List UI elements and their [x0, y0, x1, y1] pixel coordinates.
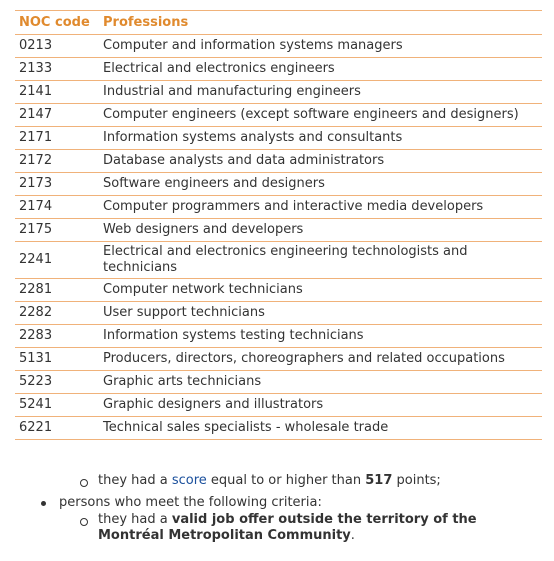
profession: Producers, directors, choreographers and…: [99, 347, 542, 371]
profession: Information systems analysts and consult…: [99, 126, 542, 150]
bold-text: valid job offer outside the territory of…: [98, 512, 477, 543]
noc-code: 5223: [15, 370, 99, 394]
profession: Web designers and developers: [99, 218, 542, 242]
list-item: persons who meet the following criteria:: [41, 495, 541, 511]
profession: Database analysts and data administrator…: [99, 149, 542, 173]
noc-code: 2172: [15, 149, 99, 173]
text: they had a: [98, 473, 172, 488]
header-cell: Professions: [99, 10, 542, 35]
table-row: 2241 Electrical and electronics engineeri…: [15, 241, 542, 279]
noc-code: 2171: [15, 126, 99, 150]
noc-code: 6221: [15, 416, 99, 440]
noc-code: 2141: [15, 80, 99, 104]
table-row: 2174 Computer programmers and interactive…: [15, 195, 542, 219]
table-row: 2281 Computer network technicians: [15, 278, 542, 302]
bold-text: 517: [365, 473, 393, 488]
noc-code: 2282: [15, 301, 99, 325]
table-row: 2141 Industrial and manufacturing enginee…: [15, 80, 542, 104]
table-row: 2172 Database analysts and data administr…: [15, 149, 542, 173]
sub-list: they had a score equal to or higher than…: [80, 473, 540, 489]
profession: Technical sales specialists - wholesale …: [99, 416, 542, 440]
text: persons who meet the following criteria:: [59, 495, 322, 510]
profession: Computer network technicians: [99, 278, 542, 302]
noc-code: 2175: [15, 218, 99, 242]
noc-code: 5131: [15, 347, 99, 371]
table-row: 2147 Computer engineers (except software …: [15, 103, 542, 127]
table-row: 5131 Producers, directors, choreographers…: [15, 347, 542, 371]
table-row: 0213 Computer and information systems man…: [15, 34, 542, 58]
text: they had a: [98, 512, 172, 527]
noc-code: 2174: [15, 195, 99, 219]
profession: Computer engineers (except software engi…: [99, 103, 542, 127]
noc-code: 2147: [15, 103, 99, 127]
noc-code: 5241: [15, 393, 99, 417]
noc-code: 2133: [15, 57, 99, 81]
profession: Software engineers and designers: [99, 172, 542, 196]
noc-table: NOC code Professions 0213 Computer and in…: [15, 10, 542, 440]
profession: Electrical and electronics engineers: [99, 57, 542, 81]
header-row: NOC code Professions: [15, 10, 542, 35]
text: .: [350, 528, 355, 543]
noc-code: 2173: [15, 172, 99, 196]
noc-code: 2283: [15, 324, 99, 348]
text: equal to or higher than: [206, 473, 366, 488]
text: points;: [392, 473, 441, 488]
table-row: 2133 Electrical and electronics engineers: [15, 57, 542, 81]
profession: Graphic arts technicians: [99, 370, 542, 394]
table-row: 6221 Technical sales specialists - wholes…: [15, 416, 542, 440]
table-row: 2171 Information systems analysts and con…: [15, 126, 542, 150]
profession: Industrial and manufacturing engineers: [99, 80, 542, 104]
profession: Information systems testing technicians: [99, 324, 542, 348]
list-item: they had a score equal to or higher than…: [80, 473, 540, 489]
link[interactable]: score: [171, 473, 207, 488]
profession: Electrical and electronics engineering t…: [99, 241, 542, 279]
profession: User support technicians: [99, 301, 542, 325]
table-row: 5223 Graphic arts technicians: [15, 370, 542, 394]
profession: Computer programmers and interactive med…: [99, 195, 542, 219]
noc-code: 2241: [15, 241, 99, 279]
table-row: 2282 User support technicians: [15, 301, 542, 325]
profession: Graphic designers and illustrators: [99, 393, 542, 417]
list: persons who meet the following criteria:: [41, 495, 541, 511]
profession: Computer and information systems manager…: [99, 34, 542, 58]
table-row: 2175 Web designers and developers: [15, 218, 542, 242]
noc-code: 0213: [15, 34, 99, 58]
table-row: 5241 Graphic designers and illustrators: [15, 393, 542, 417]
list-item: they had a valid job offer outside the t…: [80, 512, 500, 544]
sub-list: they had a valid job offer outside the t…: [80, 512, 500, 544]
table-row: 2173 Software engineers and designers: [15, 172, 542, 196]
table-row: 2283 Information systems testing technici…: [15, 324, 542, 348]
noc-code: 2281: [15, 278, 99, 302]
header-cell: NOC code: [15, 10, 99, 35]
